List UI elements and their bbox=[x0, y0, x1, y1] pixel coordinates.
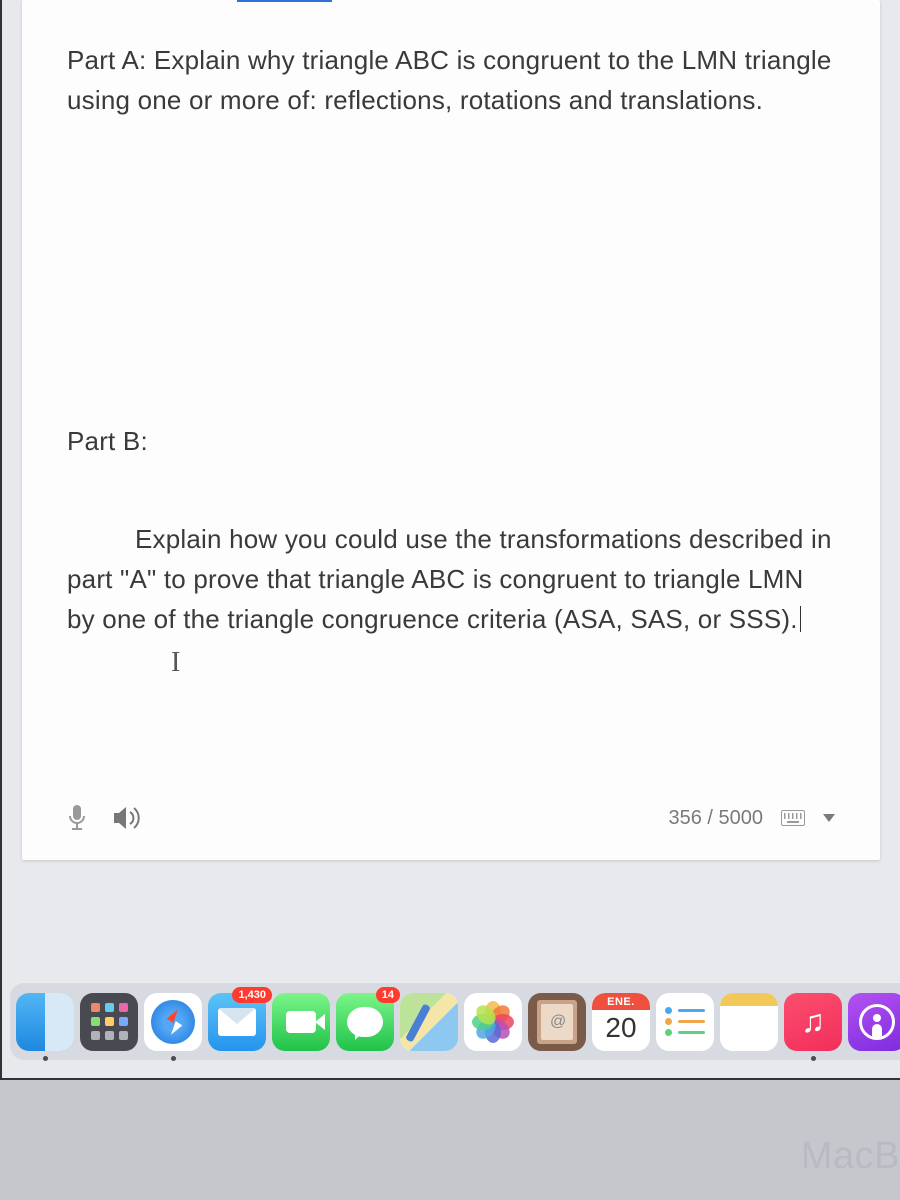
part-a-text[interactable]: Part A: Explain why triangle ABC is cong… bbox=[67, 40, 835, 121]
music-app-icon[interactable]: ♫ bbox=[784, 993, 842, 1051]
footer-left-controls bbox=[67, 804, 143, 832]
messages-app-icon[interactable]: 14 bbox=[336, 993, 394, 1051]
active-tab-indicator bbox=[237, 0, 332, 2]
safari-app-icon[interactable] bbox=[144, 993, 202, 1051]
podcasts-app-icon[interactable] bbox=[848, 993, 900, 1051]
speaker-icon[interactable] bbox=[113, 805, 143, 831]
part-b-heading[interactable]: Part B: bbox=[67, 421, 835, 461]
calendar-day-label: 20 bbox=[592, 1010, 650, 1051]
card-footer: 356 / 5000 bbox=[67, 804, 835, 832]
messages-badge: 14 bbox=[376, 987, 400, 1003]
contacts-app-icon[interactable] bbox=[528, 993, 586, 1051]
macos-dock: 1,430 14 ENE. 20 ♫ bbox=[10, 982, 900, 1060]
macbook-branding: MacB bbox=[801, 1135, 900, 1178]
part-b-content: Explain how you could use the transforma… bbox=[67, 524, 832, 635]
reminders-app-icon[interactable] bbox=[656, 993, 714, 1051]
translate-card: Part A: Explain why triangle ABC is cong… bbox=[22, 0, 880, 860]
keyboard-icon[interactable] bbox=[781, 810, 805, 826]
photos-app-icon[interactable] bbox=[464, 993, 522, 1051]
calendar-app-icon[interactable]: ENE. 20 bbox=[592, 993, 650, 1051]
launchpad-app-icon[interactable] bbox=[80, 993, 138, 1051]
finder-app-icon[interactable] bbox=[16, 993, 74, 1051]
microphone-icon[interactable] bbox=[67, 804, 87, 832]
ibeam-cursor-icon: I bbox=[103, 641, 181, 684]
part-b-text[interactable]: Explain how you could use the transforma… bbox=[67, 519, 835, 684]
character-counter: 356 / 5000 bbox=[668, 807, 763, 830]
calendar-month-label: ENE. bbox=[592, 993, 650, 1010]
mail-badge: 1,430 bbox=[232, 987, 272, 1003]
footer-right-controls: 356 / 5000 bbox=[668, 807, 835, 830]
screen-area: Part A: Explain why triangle ABC is cong… bbox=[0, 0, 900, 1080]
text-cursor bbox=[800, 606, 801, 632]
notes-app-icon[interactable] bbox=[720, 993, 778, 1051]
facetime-app-icon[interactable] bbox=[272, 993, 330, 1051]
chevron-down-icon[interactable] bbox=[823, 814, 835, 822]
maps-app-icon[interactable] bbox=[400, 993, 458, 1051]
mail-app-icon[interactable]: 1,430 bbox=[208, 993, 266, 1051]
